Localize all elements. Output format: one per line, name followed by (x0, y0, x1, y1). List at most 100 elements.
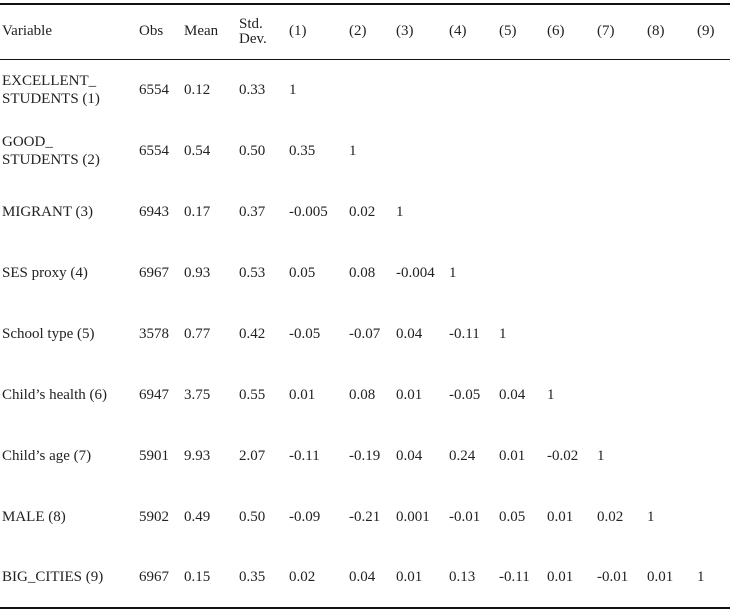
empty-cell (543, 181, 593, 242)
table-cell: -0.005 (289, 203, 328, 220)
table-cell: 0.01 (647, 569, 674, 585)
table-cell: 1 (597, 447, 605, 464)
column-header: (5) (499, 23, 517, 40)
column-header: Std. Dev. (239, 15, 267, 47)
variable-name: GOOD_ STUDENTS (2) (2, 133, 100, 168)
table-cell: 0.54 (184, 142, 211, 159)
table-cell: 2.07 (239, 447, 266, 464)
column-header: (3) (396, 23, 414, 40)
empty-cell (643, 364, 693, 425)
table-cell: 3578 (139, 325, 169, 342)
table-cell: 0.01 (289, 386, 316, 403)
table-cell: -0.21 (349, 508, 381, 525)
table-cell: 6554 (139, 81, 169, 98)
variable-name: MALE (8) (2, 508, 66, 525)
table-cell: 0.55 (239, 386, 266, 403)
table-row: GOOD_ STUDENTS (2) 6554 0.54 0.50 0.35 1 (0, 120, 730, 181)
table-body: EXCELLENT_ STUDENTS (1) 6554 0.12 0.33 1 GOOD… (0, 59, 730, 608)
table-cell: -0.11 (499, 569, 530, 585)
empty-cell (543, 303, 593, 364)
table-cell: 0.53 (239, 264, 266, 281)
empty-cell (445, 120, 495, 181)
correlation-table: Variable Obs Mean Std. Dev. (1) (2) (3) (4) (5) (… (0, 3, 730, 609)
empty-cell (693, 181, 730, 242)
table-cell: 3.75 (184, 386, 211, 403)
table-cell: -0.01 (597, 569, 629, 585)
table-cell: 0.01 (547, 569, 574, 585)
empty-cell (495, 120, 543, 181)
empty-cell (543, 59, 593, 120)
table-cell: 0.50 (239, 142, 266, 159)
variable-name: EXCELLENT_ STUDENTS (1) (2, 72, 100, 107)
table-cell: 0.01 (499, 447, 526, 464)
empty-cell (693, 242, 730, 303)
table-cell: 0.17 (184, 203, 211, 220)
empty-cell (693, 364, 730, 425)
table-cell: 0.12 (184, 81, 211, 98)
table-cell: 9.93 (184, 447, 211, 464)
table-cell: -0.01 (449, 508, 481, 525)
table-cell: 0.01 (547, 508, 574, 525)
table-cell: 6967 (139, 569, 169, 585)
empty-cell (593, 181, 643, 242)
table-cell: -0.11 (289, 447, 320, 464)
table-cell: 0.49 (184, 508, 211, 525)
table-row: EXCELLENT_ STUDENTS (1) 6554 0.12 0.33 1 (0, 59, 730, 120)
table-cell: 0.05 (499, 508, 526, 525)
column-header: (8) (647, 23, 665, 40)
table-row: Child’s age (7) 5901 9.93 2.07 -0.11 -0.19 0.0… (0, 425, 730, 486)
table-cell: 0.24 (449, 447, 476, 464)
table-cell: 0.001 (396, 508, 430, 525)
table-cell: 1 (697, 569, 705, 585)
empty-cell (345, 59, 392, 120)
variable-name: Child’s health (6) (2, 386, 107, 403)
variable-name: School type (5) (2, 325, 95, 342)
column-header: Mean (184, 23, 219, 40)
empty-cell (643, 303, 693, 364)
table-header: Variable Obs Mean Std. Dev. (1) (2) (3) (4) (5) (… (0, 4, 730, 59)
table-cell: -0.11 (449, 325, 480, 342)
table-cell: 0.02 (349, 203, 376, 220)
column-header: Variable (2, 23, 52, 40)
variable-name: BIG_CITIES (9) (2, 569, 104, 585)
table-row: MIGRANT (3) 6943 0.17 0.37 -0.005 0.02 1 (0, 181, 730, 242)
column-header: (4) (449, 23, 467, 40)
table-cell: 0.04 (349, 569, 376, 585)
table-cell: 6947 (139, 386, 169, 403)
table-cell: 5902 (139, 508, 169, 525)
empty-cell (445, 59, 495, 120)
table-cell: 0.02 (289, 569, 316, 585)
table-cell: 0.33 (239, 81, 266, 98)
table-cell: 6967 (139, 264, 169, 281)
table-cell: 0.02 (597, 508, 624, 525)
table-cell: 0.04 (499, 386, 526, 403)
table-cell: -0.09 (289, 508, 321, 525)
table-cell: 0.35 (289, 142, 316, 159)
table-cell: 6554 (139, 142, 169, 159)
empty-cell (593, 303, 643, 364)
variable-name: MIGRANT (3) (2, 203, 93, 220)
empty-cell (392, 59, 445, 120)
table-cell: 0.13 (449, 569, 476, 585)
variable-name: SES proxy (4) (2, 264, 88, 281)
table-cell: 1 (647, 508, 655, 525)
table-cell: 0.05 (289, 264, 316, 281)
table-row: MALE (8) 5902 0.49 0.50 -0.09 -0.21 0.001 -0.01… (0, 486, 730, 547)
empty-cell (643, 242, 693, 303)
empty-cell (693, 59, 730, 120)
table-cell: -0.05 (449, 386, 481, 403)
table-cell: -0.19 (349, 447, 381, 464)
empty-cell (643, 120, 693, 181)
table-cell: 0.01 (396, 569, 423, 585)
table-cell: 6943 (139, 203, 169, 220)
column-header: (1) (289, 23, 307, 40)
column-header: (6) (547, 23, 565, 40)
empty-cell (593, 364, 643, 425)
table-cell: 1 (396, 203, 404, 220)
empty-cell (392, 120, 445, 181)
table-cell: 1 (547, 386, 555, 403)
table-cell: 0.15 (184, 569, 211, 585)
table-cell: 0.37 (239, 203, 266, 220)
table-cell: 0.04 (396, 325, 423, 342)
empty-cell (543, 242, 593, 303)
